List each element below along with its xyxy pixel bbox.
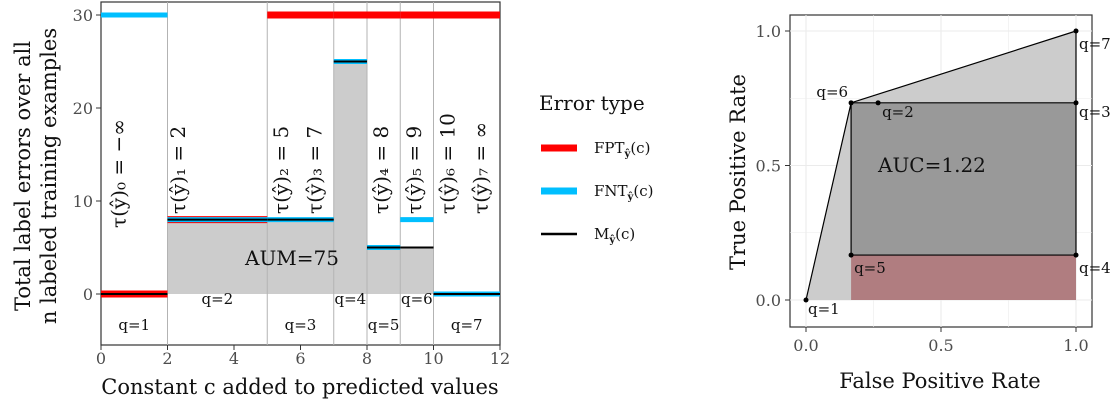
- left-x-tick-label-1: 2: [162, 349, 172, 368]
- left-x-tick-label-0: 0: [96, 349, 106, 368]
- legend-label-3: Mŷ(c): [594, 225, 635, 246]
- roc-fills: [806, 31, 1076, 300]
- roc-y-tick-label-1: 0.5: [756, 157, 781, 176]
- interval-label-7: q=7: [451, 316, 483, 334]
- left-x-tick-label-5: 10: [423, 349, 443, 368]
- left-y-ticks: 0 10 20 30: [73, 6, 101, 304]
- left-chart-panel: q=1 q=2 q=3 q=4q=5q=6 q=7 τ(ŷ)₀ = −∞ τ(ŷ)₁ = …: [11, 1, 510, 399]
- tau-label-6: τ(ŷ)₆ = 10: [435, 113, 459, 214]
- tau-label-5: τ(ŷ)₅ = 9: [402, 126, 426, 214]
- interval-label-3: q=3: [285, 316, 317, 334]
- aum-annotation: AUM=75: [244, 246, 339, 270]
- left-y-tick-label-3: 30: [73, 6, 93, 25]
- legend-title: Error type: [539, 91, 645, 115]
- roc-point-6: [848, 100, 854, 106]
- tau-label-0: τ(ŷ)₀ = −∞: [106, 119, 130, 228]
- roc-x-axis-title: False Positive Rate: [839, 369, 1040, 393]
- tau-label-1: τ(ŷ)₁ = 2: [166, 126, 190, 214]
- left-x-axis-title: Constant c added to predicted values: [101, 375, 498, 399]
- roc-chart-panel: q=1 q=2 q=3 q=4 q=5 q=6 q=7 AUC=1.22 0.0 0.5 1.0…: [726, 14, 1111, 393]
- aum-area-segment-3: [267, 219, 334, 294]
- aum-area-segment-5: [367, 247, 401, 294]
- tau-label-3: τ(ŷ)₃ = 7: [302, 126, 326, 214]
- interval-labels: q=1 q=2 q=3 q=4q=5q=6 q=7: [118, 290, 482, 334]
- roc-x-ticks: 0.0 0.5 1.0: [793, 327, 1089, 355]
- interval-label-4: q=4: [335, 290, 367, 308]
- roc-y-tick-label-0: 0.0: [756, 291, 781, 310]
- legend-label-2: FNTŷ(c): [594, 182, 653, 203]
- tau-labels: τ(ŷ)₀ = −∞ τ(ŷ)₁ = 2 τ(ŷ)₂ = 5 τ(ŷ)₃ = 7 τ(ŷ…: [106, 113, 492, 228]
- left-y-tick-label-1: 10: [73, 192, 93, 211]
- roc-y-tick-label-2: 1.0: [756, 22, 781, 41]
- roc-points: q=1 q=2 q=3 q=4 q=5 q=6 q=7: [803, 28, 1111, 318]
- roc-point-label-2: q=2: [882, 103, 914, 121]
- roc-point-label-7: q=7: [1079, 35, 1111, 53]
- legend-label-1: FPTŷ(c): [594, 139, 650, 160]
- roc-point-label-1: q=1: [808, 300, 840, 318]
- left-x-tick-label-4: 8: [362, 349, 372, 368]
- roc-y-ticks: 0.0 0.5 1.0: [756, 22, 790, 310]
- interval-label-1: q=1: [118, 316, 150, 334]
- roc-point-label-4: q=4: [1079, 259, 1111, 277]
- legend: Error type FPTŷ(c) FNTŷ(c) Mŷ(c): [539, 91, 653, 246]
- auc-annotation: AUC=1.22: [877, 153, 986, 177]
- left-x-tick-label-2: 4: [229, 349, 239, 368]
- left-x-tick-label-6: 12: [490, 349, 510, 368]
- tau-label-4: τ(ŷ)₄ = 8: [369, 126, 393, 214]
- left-x-tick-label-3: 6: [295, 349, 305, 368]
- roc-point-label-5: q=5: [854, 259, 886, 277]
- roc-dark-area: [851, 102, 1076, 256]
- roc-point-label-6: q=6: [816, 83, 848, 101]
- roc-point-2: [875, 100, 881, 106]
- left-x-ticks: 0 2 4 6 8 10 12: [96, 345, 510, 368]
- tau-label-7: τ(ŷ)₇ = ∞: [469, 122, 493, 214]
- aum-area-segment-6: [400, 247, 434, 294]
- roc-point-3: [1073, 100, 1079, 106]
- tau-label-2: τ(ŷ)₂ = 5: [269, 126, 293, 214]
- roc-point-1: [803, 297, 809, 303]
- roc-y-axis-title: True Positive Rate: [726, 74, 750, 270]
- interval-label-2: q=2: [202, 290, 234, 308]
- aum-area: [167, 61, 434, 294]
- roc-point-label-3: q=3: [1079, 103, 1111, 121]
- roc-point-7: [1073, 28, 1079, 34]
- roc-point-4: [1073, 252, 1079, 258]
- left-y-tick-label-0: 0: [83, 285, 93, 304]
- aum-area-segment-2: [167, 219, 268, 294]
- left-y-tick-label-2: 20: [73, 99, 93, 118]
- interval-label-6: q=6: [401, 290, 433, 308]
- roc-x-tick-label-1: 0.5: [928, 336, 953, 355]
- left-series: [101, 11, 500, 298]
- interval-label-5: q=5: [368, 316, 400, 334]
- roc-point-5: [848, 252, 854, 258]
- aum-area-segment-4: [333, 61, 367, 294]
- roc-red-area: [851, 255, 1076, 300]
- left-y-axis-title-line1: Total label errors over all: [11, 41, 35, 311]
- left-y-axis-title-line2: n labeled training examples: [37, 28, 61, 324]
- roc-x-tick-label-0: 0.0: [793, 336, 818, 355]
- roc-x-tick-label-2: 1.0: [1063, 336, 1088, 355]
